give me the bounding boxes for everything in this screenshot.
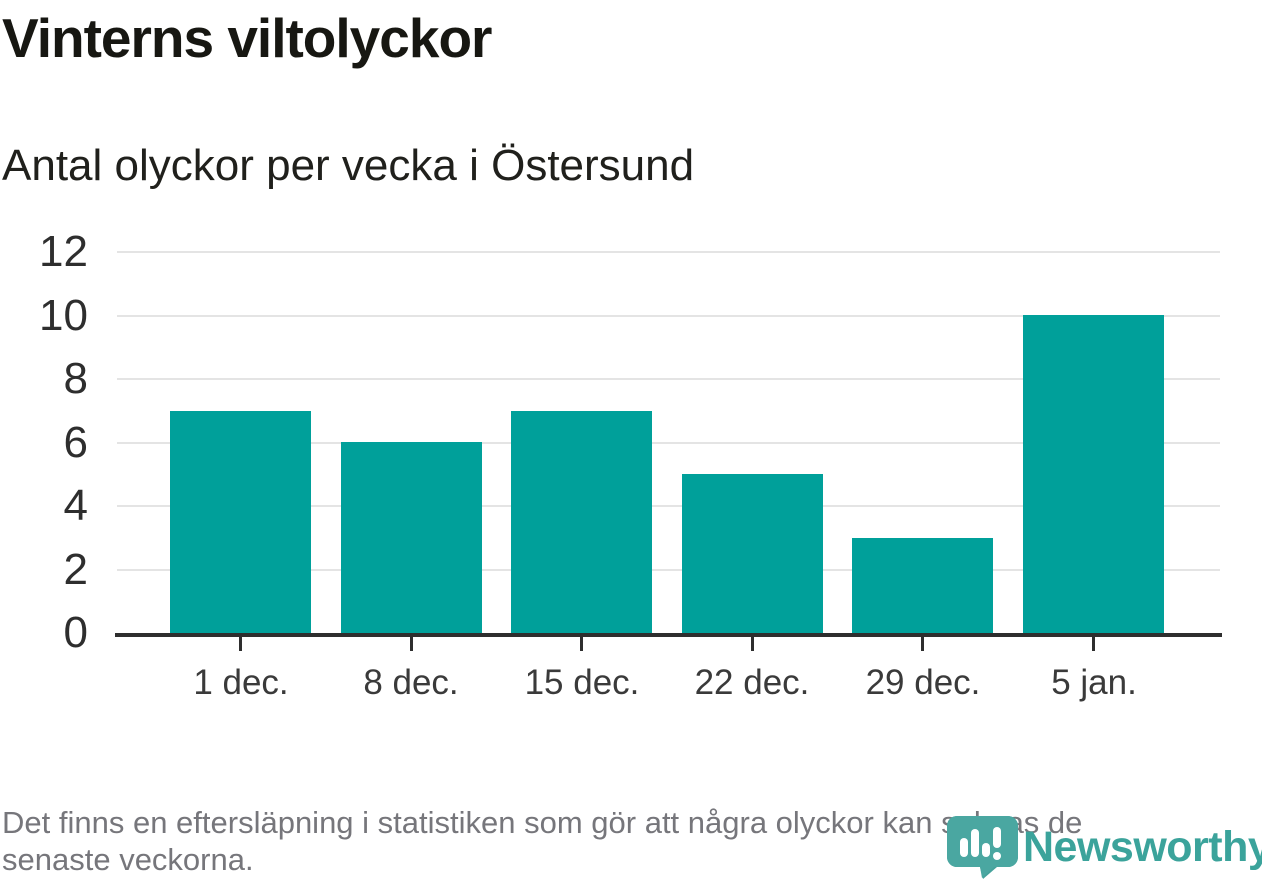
x-axis-label-5: 29 dec. [865, 663, 981, 702]
y-axis-label-10: 10 [39, 290, 88, 340]
x-axis-label-4: 22 dec. [694, 663, 810, 702]
chart-title: Vinterns viltolyckor [2, 7, 492, 69]
gridline-y-2 [117, 568, 1220, 571]
x-axis-label-2: 8 dec. [363, 663, 459, 702]
newsworthy-speech-bubble-barchart-icon [947, 816, 1018, 879]
x-axis-tick-6 [1092, 637, 1095, 651]
y-axis-label-12: 12 [39, 227, 88, 276]
bar-29-dec [852, 538, 993, 633]
gridline-y-6 [117, 441, 1220, 444]
y-axis-label-6: 6 [63, 417, 88, 467]
gridline-y-8 [117, 378, 1220, 380]
bar-5-jan [1023, 315, 1164, 633]
x-axis-tick-1 [239, 637, 242, 651]
x-axis-line [115, 633, 1222, 637]
chart-subtitle: Antal olyckor per vecka i Östersund [2, 141, 695, 190]
bar-22-dec [682, 474, 823, 633]
footer-note-line-1: Det finns en eftersläpning i statistiken… [2, 805, 1083, 840]
x-axis-label-3: 15 dec. [524, 663, 640, 702]
x-axis-tick-5 [921, 637, 924, 651]
footer-note-line-2: senaste veckorna. [2, 842, 254, 877]
bar-1-dec [170, 411, 311, 633]
bar-15-dec [511, 411, 652, 633]
bar-8-dec [341, 442, 482, 633]
newsworthy-logo-text: Newsworthy [1023, 823, 1262, 871]
gridline-y-12 [117, 251, 1220, 253]
y-axis-label-8: 8 [63, 354, 88, 403]
x-axis-label-6: 5 jan. [1051, 663, 1137, 702]
y-axis-label-2: 2 [63, 544, 88, 594]
gridline-y-10 [117, 314, 1220, 317]
x-axis-tick-4 [751, 637, 754, 651]
newsworthy-logo: Newsworthy [947, 816, 1262, 879]
gridline-y-4 [117, 505, 1220, 507]
x-axis-tick-3 [580, 637, 583, 651]
y-axis-label-4: 4 [63, 481, 88, 530]
x-axis-label-1: 1 dec. [193, 663, 289, 702]
y-axis-label-0: 0 [63, 608, 88, 657]
footer-note: Det finns en eftersläpning i statistiken… [2, 804, 1252, 878]
x-axis-tick-2 [410, 637, 413, 651]
